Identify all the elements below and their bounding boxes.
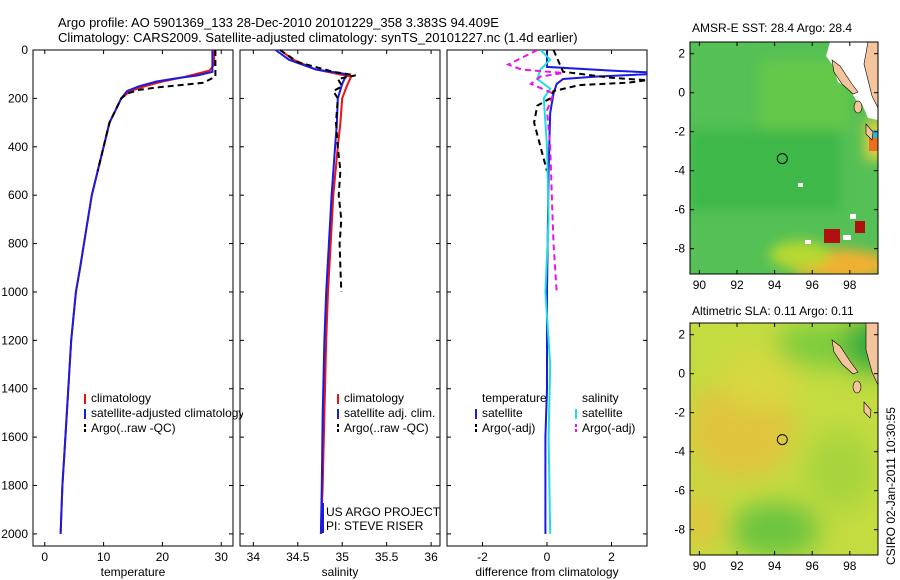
figure-title-line2: Climatology: CARS2009. Satellite-adjuste… — [58, 30, 578, 45]
difference-xtick-label: -2 — [477, 550, 488, 564]
difference-temperature-legend-label: temperature — [482, 391, 547, 405]
salinity-xtick-label: 35 — [336, 550, 350, 564]
difference-xtick-label: 2 — [608, 550, 615, 564]
difference-salinity-legend-label: satellite — [582, 406, 623, 420]
salinity-xtick-label: 36 — [424, 550, 438, 564]
salinity-legend-label: Argo(..raw -QC) — [344, 421, 429, 435]
temperature-ytick-label: 1000 — [1, 285, 28, 299]
difference-series-salinity-argo-adj- — [505, 50, 564, 293]
sst_map-ytick-label: -4 — [674, 164, 685, 178]
difference-series-temperature-argo-adj- — [533, 50, 647, 172]
sla-map-frame — [689, 322, 879, 556]
temperature-ytick-label: 200 — [8, 91, 28, 105]
temperature-ytick-label: 1800 — [1, 479, 28, 493]
sla_map-ytick-label: 2 — [678, 328, 685, 342]
difference-temperature-legend-label: Argo(-adj) — [482, 421, 535, 435]
salinity-axes-frame — [239, 49, 441, 547]
sla-map: Altimetric SLA: 0.11 Argo: 0.11 — [689, 304, 879, 556]
temperature-xtick-label: 20 — [156, 550, 170, 564]
sla_map-ytick-label: -8 — [674, 523, 685, 537]
temperature-xlabel: temperature — [101, 565, 166, 579]
sla_map-ytick-label: -2 — [674, 406, 685, 420]
salinity-legend-label: satellite adj. clim. — [344, 406, 435, 420]
sst-map-field — [690, 42, 878, 274]
salinity-legend-label: climatology — [344, 391, 404, 405]
difference-temperature-legend-label: satellite — [482, 406, 523, 420]
sst_map-ytick-label: 0 — [678, 86, 685, 100]
sla_map-xtick-label: 92 — [730, 559, 744, 573]
salinity-series-group — [275, 49, 356, 534]
difference-xlabel: difference from climatology — [475, 565, 618, 579]
sst_map-xtick-label: 96 — [806, 278, 820, 292]
salinity-series-satellite-adj-clim- — [275, 49, 349, 534]
temperature-series-satellite-adjusted-climatology — [59, 50, 214, 534]
temperature-ytick-label: 1200 — [1, 333, 28, 347]
pi-annotation: PI: STEVE RISER — [326, 519, 424, 533]
figure-title-line1: Argo profile: AO 5901369_133 28-Dec-2010… — [58, 15, 499, 30]
sla_map-ytick-label: -6 — [674, 484, 685, 498]
temperature-axes-frame — [32, 49, 234, 547]
sla_map-xtick-label: 98 — [843, 559, 857, 573]
sla_map-xtick-label: 94 — [768, 559, 782, 573]
difference-salinity-legend-label: Argo(-adj) — [582, 421, 635, 435]
sla-profile-marker — [776, 434, 788, 446]
temperature-xtick-label: 0 — [41, 550, 48, 564]
temperature-ytick-label: 0 — [21, 43, 28, 57]
sst_map-xtick-label: 94 — [768, 278, 782, 292]
difference-plot-area — [505, 50, 647, 534]
temperature-ytick-label: 600 — [8, 188, 28, 202]
salinity-xlabel: salinity — [322, 565, 359, 579]
salinity-xtick-label: 34 — [247, 550, 261, 564]
temperature-legend-label: climatology — [91, 391, 151, 405]
temperature-panel — [32, 49, 234, 547]
sla-map-field — [690, 323, 878, 555]
temperature-series-group — [59, 50, 217, 534]
salinity-panel — [239, 49, 441, 547]
salinity-xtick-label: 34.5 — [286, 550, 310, 564]
sla_map-ytick-label: 0 — [678, 367, 685, 381]
sla_map-ytick-label: -4 — [674, 445, 685, 459]
temperature-series-argo-raw-qc- — [96, 50, 217, 172]
sst_map-xtick-label: 92 — [730, 278, 744, 292]
temperature-ytick-label: 800 — [8, 237, 28, 251]
side-credit: CSIRO 02-Jan-2011 10:30:55 — [884, 407, 898, 565]
sst_map-xtick-label: 98 — [843, 278, 857, 292]
difference-series-salinity-satellite — [536, 50, 552, 534]
sst_map-xtick-label: 90 — [693, 278, 707, 292]
salinity-xtick-label: 35.5 — [375, 550, 399, 564]
project-annotation: US ARGO PROJECT — [326, 505, 441, 519]
sst_map-ytick-label: -8 — [674, 242, 685, 256]
sla-map-title: Altimetric SLA: 0.11 Argo: 0.11 — [692, 304, 854, 318]
sst_map-ytick-label: -6 — [674, 203, 685, 217]
temperature-xtick-label: 30 — [215, 550, 229, 564]
difference-series-temperature-satellite — [544, 50, 647, 534]
temperature-xtick-label: 10 — [97, 550, 111, 564]
sst-map: AMSR-E SST: 28.4 Argo: 28.4 — [689, 21, 879, 275]
temperature-series-climatology — [59, 50, 216, 534]
sst_map-ytick-label: 2 — [678, 47, 685, 61]
sst_map-ytick-label: -2 — [674, 125, 685, 139]
temperature-ytick-label: 1400 — [1, 382, 28, 396]
difference-salinity-legend-label: salinity — [582, 391, 619, 405]
sst-map-frame — [689, 41, 879, 275]
temperature-ytick-label: 400 — [8, 140, 28, 154]
sla_map-xtick-label: 96 — [806, 559, 820, 573]
sst-profile-marker — [776, 153, 788, 165]
temperature-legend-label: Argo(..raw -QC) — [91, 421, 176, 435]
chart-marks: 0 10 20 30020040060080010001200140016001800… — [1, 42, 878, 579]
difference-xtick-label: 0 — [544, 550, 551, 564]
temperature-ytick-label: 1600 — [1, 430, 28, 444]
sst-map-title: AMSR-E SST: 28.4 Argo: 28.4 — [692, 21, 852, 35]
temperature-legend-label: satellite-adjusted climatology — [91, 406, 244, 420]
salinity-series-argo-raw-qc- — [279, 49, 356, 293]
sla_map-xtick-label: 90 — [693, 559, 707, 573]
temperature-ytick-label: 2000 — [1, 527, 28, 541]
